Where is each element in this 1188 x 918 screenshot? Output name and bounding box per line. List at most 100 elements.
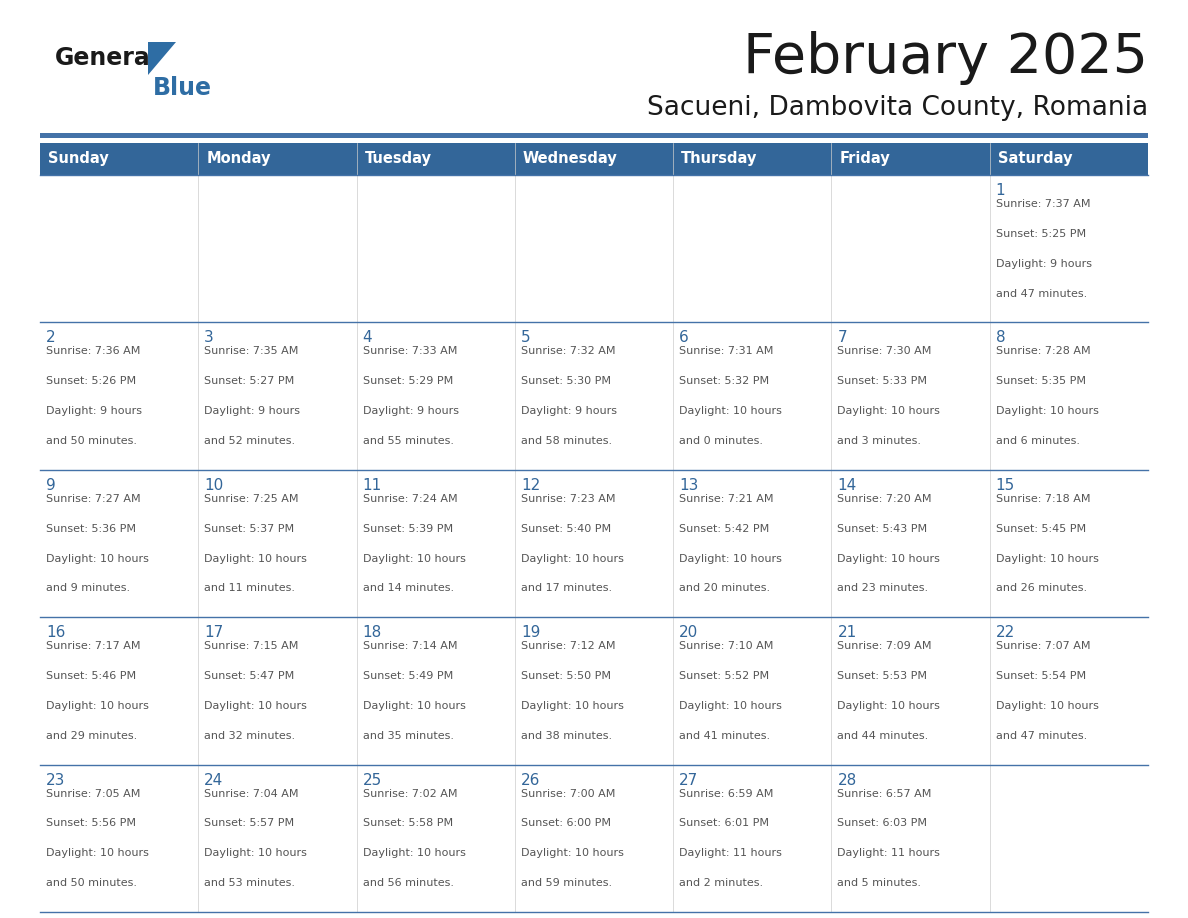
Text: Daylight: 10 hours: Daylight: 10 hours — [362, 554, 466, 564]
Text: and 50 minutes.: and 50 minutes. — [46, 879, 137, 889]
Text: 15: 15 — [996, 477, 1015, 493]
Text: Daylight: 9 hours: Daylight: 9 hours — [996, 259, 1092, 269]
Text: and 29 minutes.: and 29 minutes. — [46, 731, 138, 741]
Polygon shape — [148, 42, 176, 75]
Bar — [990, 470, 1148, 617]
Text: Sunrise: 7:14 AM: Sunrise: 7:14 AM — [362, 641, 457, 651]
Text: Sunset: 5:26 PM: Sunset: 5:26 PM — [46, 376, 137, 386]
Text: Sunset: 5:58 PM: Sunset: 5:58 PM — [362, 819, 453, 828]
Text: Sunset: 5:30 PM: Sunset: 5:30 PM — [520, 376, 611, 386]
Text: and 44 minutes.: and 44 minutes. — [838, 731, 929, 741]
Text: and 32 minutes.: and 32 minutes. — [204, 731, 296, 741]
Text: 27: 27 — [680, 773, 699, 788]
Text: and 3 minutes.: and 3 minutes. — [838, 436, 922, 446]
Bar — [198, 765, 356, 912]
Text: Sunrise: 7:10 AM: Sunrise: 7:10 AM — [680, 641, 773, 651]
Text: 25: 25 — [362, 773, 381, 788]
Text: Sunrise: 7:28 AM: Sunrise: 7:28 AM — [996, 346, 1091, 356]
Text: and 6 minutes.: and 6 minutes. — [996, 436, 1080, 446]
Text: 24: 24 — [204, 773, 223, 788]
Text: Saturday: Saturday — [998, 151, 1073, 166]
Text: and 47 minutes.: and 47 minutes. — [996, 288, 1087, 298]
Text: Daylight: 10 hours: Daylight: 10 hours — [204, 848, 308, 858]
Text: Sunrise: 7:35 AM: Sunrise: 7:35 AM — [204, 346, 298, 356]
Bar — [514, 765, 674, 912]
Text: Thursday: Thursday — [681, 151, 758, 166]
Text: Sunset: 5:50 PM: Sunset: 5:50 PM — [520, 671, 611, 681]
Text: Sunset: 5:39 PM: Sunset: 5:39 PM — [362, 523, 453, 533]
Text: and 58 minutes.: and 58 minutes. — [520, 436, 612, 446]
Text: Daylight: 9 hours: Daylight: 9 hours — [520, 406, 617, 416]
Text: Sunset: 5:53 PM: Sunset: 5:53 PM — [838, 671, 928, 681]
Text: Sunrise: 7:33 AM: Sunrise: 7:33 AM — [362, 346, 457, 356]
Text: Daylight: 10 hours: Daylight: 10 hours — [204, 554, 308, 564]
Text: 23: 23 — [46, 773, 65, 788]
Bar — [356, 322, 514, 470]
Text: 22: 22 — [996, 625, 1015, 640]
Text: Sunrise: 7:09 AM: Sunrise: 7:09 AM — [838, 641, 931, 651]
Bar — [40, 133, 1148, 138]
Text: 7: 7 — [838, 330, 847, 345]
Text: Sunset: 5:40 PM: Sunset: 5:40 PM — [520, 523, 611, 533]
Text: Sunrise: 7:17 AM: Sunrise: 7:17 AM — [46, 641, 140, 651]
Text: Daylight: 10 hours: Daylight: 10 hours — [838, 554, 941, 564]
Bar — [832, 322, 990, 470]
Bar — [40, 765, 198, 912]
Text: Sunrise: 7:15 AM: Sunrise: 7:15 AM — [204, 641, 298, 651]
Bar — [40, 143, 1148, 175]
Text: Sunset: 5:52 PM: Sunset: 5:52 PM — [680, 671, 770, 681]
Text: Tuesday: Tuesday — [365, 151, 431, 166]
Text: Sunset: 5:57 PM: Sunset: 5:57 PM — [204, 819, 295, 828]
Text: Sunset: 5:42 PM: Sunset: 5:42 PM — [680, 523, 770, 533]
Text: and 50 minutes.: and 50 minutes. — [46, 436, 137, 446]
Text: Sunrise: 7:30 AM: Sunrise: 7:30 AM — [838, 346, 931, 356]
Text: Sunrise: 7:00 AM: Sunrise: 7:00 AM — [520, 789, 615, 799]
Text: Daylight: 10 hours: Daylight: 10 hours — [520, 848, 624, 858]
Text: Daylight: 10 hours: Daylight: 10 hours — [996, 406, 1099, 416]
Text: 19: 19 — [520, 625, 541, 640]
Text: Daylight: 10 hours: Daylight: 10 hours — [680, 406, 782, 416]
Bar — [990, 175, 1148, 322]
Bar — [198, 470, 356, 617]
Text: Sunrise: 7:12 AM: Sunrise: 7:12 AM — [520, 641, 615, 651]
Text: 5: 5 — [520, 330, 531, 345]
Text: Daylight: 9 hours: Daylight: 9 hours — [46, 406, 143, 416]
Bar — [40, 322, 198, 470]
Text: Sunrise: 7:02 AM: Sunrise: 7:02 AM — [362, 789, 457, 799]
Text: and 0 minutes.: and 0 minutes. — [680, 436, 763, 446]
Text: and 56 minutes.: and 56 minutes. — [362, 879, 454, 889]
Text: Sunset: 5:45 PM: Sunset: 5:45 PM — [996, 523, 1086, 533]
Text: Daylight: 10 hours: Daylight: 10 hours — [204, 701, 308, 711]
Bar — [198, 322, 356, 470]
Bar — [198, 617, 356, 765]
Text: Sunrise: 6:57 AM: Sunrise: 6:57 AM — [838, 789, 931, 799]
Text: Friday: Friday — [840, 151, 890, 166]
Text: Daylight: 10 hours: Daylight: 10 hours — [996, 701, 1099, 711]
Text: Daylight: 10 hours: Daylight: 10 hours — [520, 701, 624, 711]
Text: Daylight: 10 hours: Daylight: 10 hours — [680, 554, 782, 564]
Text: Sunrise: 7:20 AM: Sunrise: 7:20 AM — [838, 494, 931, 504]
Text: Daylight: 10 hours: Daylight: 10 hours — [362, 848, 466, 858]
Bar — [514, 617, 674, 765]
Text: Daylight: 9 hours: Daylight: 9 hours — [204, 406, 301, 416]
Text: Sunrise: 7:07 AM: Sunrise: 7:07 AM — [996, 641, 1091, 651]
Text: and 38 minutes.: and 38 minutes. — [520, 731, 612, 741]
Text: Sunset: 5:36 PM: Sunset: 5:36 PM — [46, 523, 135, 533]
Bar — [674, 765, 832, 912]
Text: Sunday: Sunday — [48, 151, 109, 166]
Text: and 20 minutes.: and 20 minutes. — [680, 583, 770, 593]
Text: Wednesday: Wednesday — [523, 151, 618, 166]
Bar — [40, 175, 198, 322]
Text: Sunset: 6:03 PM: Sunset: 6:03 PM — [838, 819, 928, 828]
Text: 16: 16 — [46, 625, 65, 640]
Text: Sunrise: 7:05 AM: Sunrise: 7:05 AM — [46, 789, 140, 799]
Text: Sunset: 5:29 PM: Sunset: 5:29 PM — [362, 376, 453, 386]
Text: Sunset: 5:37 PM: Sunset: 5:37 PM — [204, 523, 295, 533]
Text: General: General — [55, 46, 159, 70]
Text: Sunrise: 7:21 AM: Sunrise: 7:21 AM — [680, 494, 773, 504]
Text: and 35 minutes.: and 35 minutes. — [362, 731, 454, 741]
Text: 4: 4 — [362, 330, 372, 345]
Text: Sunset: 5:46 PM: Sunset: 5:46 PM — [46, 671, 137, 681]
Text: Daylight: 10 hours: Daylight: 10 hours — [362, 701, 466, 711]
Text: Sunset: 5:43 PM: Sunset: 5:43 PM — [838, 523, 928, 533]
